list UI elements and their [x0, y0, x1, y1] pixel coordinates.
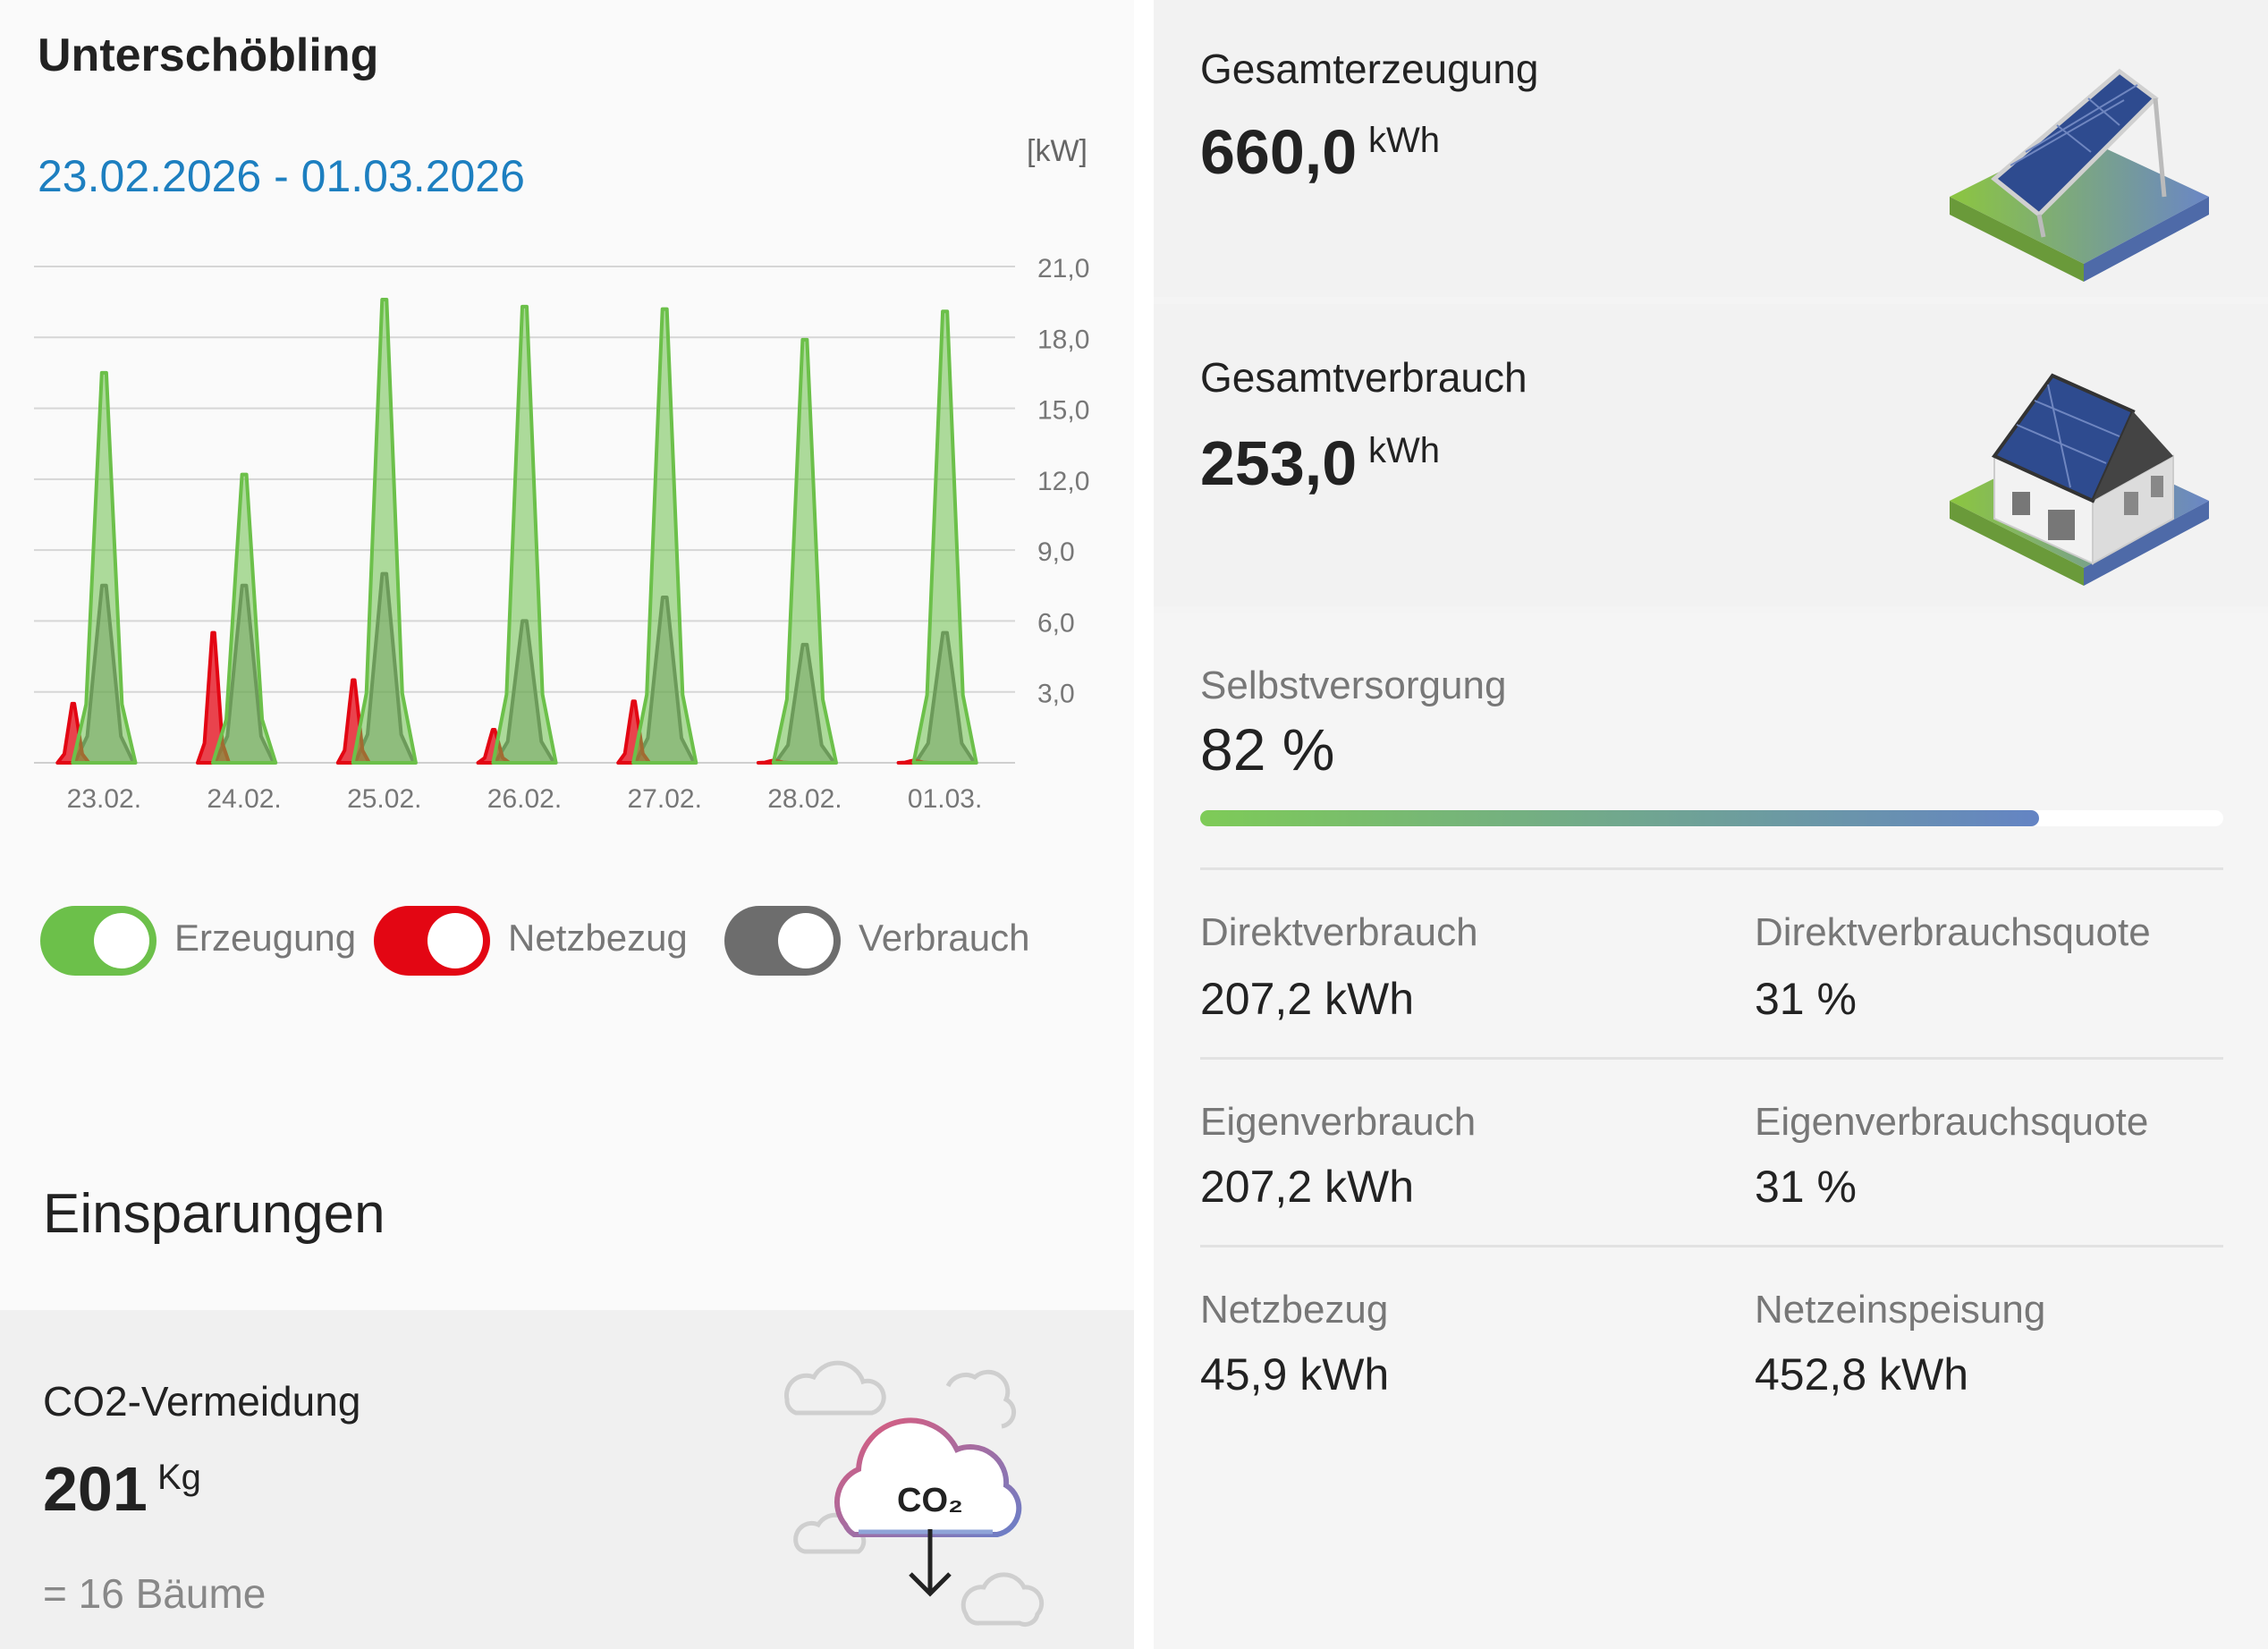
y-tick-label: 6,0: [1037, 608, 1075, 638]
x-tick-label: 23.02.: [67, 784, 141, 814]
generation-unit: kWh: [1368, 121, 1440, 160]
generation-value: 660,0: [1200, 117, 1358, 187]
x-tick-label: 26.02.: [487, 784, 562, 814]
toggle-knob: [94, 913, 149, 968]
co2-icon-text: CO₂: [897, 1482, 963, 1519]
consumption-unit: kWh: [1368, 431, 1440, 470]
stat-label-netzbezug: Netzbezug: [1200, 1288, 1389, 1332]
divider: [1200, 867, 2223, 870]
toggle-netzbezug[interactable]: [374, 906, 490, 976]
stat-value-direktverbrauchsquote: 31 %: [1755, 974, 1857, 1024]
generation-title: Gesamterzeugung: [1200, 46, 1539, 92]
x-axis-ticks: 23.02. 24.02. 25.02. 26.02. 27.02. 28.02. 01.0…: [67, 784, 983, 814]
power-chart[interactable]: 21,0 18,0 15,0 12,0 9,0 6,0 3,0 23.02. 24.02. 25…: [0, 224, 1134, 832]
y-tick-label: 18,0: [1037, 325, 1089, 354]
y-tick-label: 21,0: [1037, 254, 1089, 283]
area-erzeugung-day: [771, 337, 838, 765]
consumption-title: Gesamtverbrauch: [1200, 354, 1528, 401]
area-erzeugung-day: [351, 298, 418, 765]
y-tick-label: 9,0: [1037, 537, 1075, 567]
series-erzeugung: [71, 298, 978, 765]
y-tick-label: 3,0: [1037, 680, 1075, 709]
toggle-verbrauch[interactable]: [724, 906, 841, 976]
consumption-value: 253,0: [1200, 428, 1358, 498]
toggle-knob: [778, 913, 834, 968]
chart-series: [55, 298, 978, 765]
statistics-card: [1154, 613, 2268, 1649]
site-title: Unterschöbling: [38, 30, 379, 81]
area-erzeugung-day: [71, 370, 138, 765]
co2-trees-equivalent: = 16 Bäume: [43, 1570, 267, 1617]
divider: [1200, 1057, 2223, 1060]
toggle-erzeugung[interactable]: [40, 906, 157, 976]
stat-label-direktverbrauch: Direktverbrauch: [1200, 910, 1478, 954]
area-erzeugung-day: [211, 472, 278, 765]
y-tick-label: 12,0: [1037, 467, 1089, 496]
self-supply-value: 82 %: [1200, 716, 1335, 782]
area-erzeugung-day: [491, 304, 558, 765]
x-tick-label: 01.03.: [908, 784, 982, 814]
stat-value-direktverbrauch: 207,2 kWh: [1200, 974, 1415, 1024]
self-supply-progress-fill: [1200, 810, 2040, 826]
solar-panel-icon: [1950, 68, 2209, 282]
legend-label-netzbezug: Netzbezug: [508, 917, 688, 959]
stat-label-eigenverbrauch: Eigenverbrauch: [1200, 1100, 1477, 1144]
stat-value-netzbezug: 45,9 kWh: [1200, 1349, 1390, 1400]
legend-label-erzeugung: Erzeugung: [174, 917, 357, 959]
self-supply-progress-bar: [1200, 810, 2223, 826]
stat-label-netzeinspeisung: Netzeinspeisung: [1755, 1288, 2046, 1332]
chart-unit-label: [kW]: [1027, 134, 1087, 168]
y-axis-ticks: 21,0 18,0 15,0 12,0 9,0 6,0 3,0: [1037, 254, 1089, 709]
y-tick-label: 15,0: [1037, 396, 1089, 426]
chart-legend: Erzeugung Netzbezug Verbrauch: [0, 890, 1134, 988]
area-erzeugung-day: [911, 309, 978, 765]
x-tick-label: 27.02.: [628, 784, 702, 814]
self-supply-title: Selbstversorgung: [1200, 664, 1507, 707]
house-solar-icon: [1950, 373, 2209, 586]
x-tick-label: 28.02.: [767, 784, 842, 814]
stat-label-direktverbrauchsquote: Direktverbrauchsquote: [1755, 910, 2151, 954]
co2-title: CO2-Vermeidung: [43, 1378, 361, 1425]
stat-value-netzeinspeisung: 452,8 kWh: [1755, 1349, 1969, 1400]
date-range-selector[interactable]: 23.02.2026 - 01.03.2026: [38, 151, 525, 201]
area-erzeugung-day: [631, 307, 698, 765]
legend-label-verbrauch: Verbrauch: [859, 917, 1030, 959]
stat-value-eigenverbrauch: 207,2 kWh: [1200, 1162, 1415, 1212]
x-tick-label: 24.02.: [207, 784, 281, 814]
divider: [1200, 1245, 2223, 1247]
co2-cloud-icon: CO₂: [784, 1360, 1045, 1627]
savings-heading: Einsparungen: [43, 1183, 385, 1245]
stat-value-eigenverbrauchsquote: 31 %: [1755, 1162, 1857, 1212]
co2-unit: Kg: [157, 1458, 201, 1497]
co2-value: 201: [43, 1454, 148, 1524]
x-tick-label: 25.02.: [347, 784, 421, 814]
stat-label-eigenverbrauchsquote: Eigenverbrauchsquote: [1755, 1100, 2149, 1144]
toggle-knob: [427, 913, 483, 968]
